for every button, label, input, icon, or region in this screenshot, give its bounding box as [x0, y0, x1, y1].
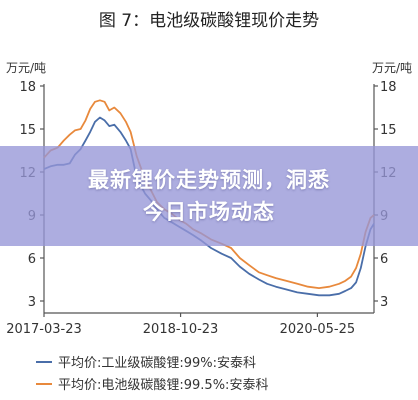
left-y-tick-label: 3 [28, 295, 36, 310]
right-y-tick-label: 18 [380, 80, 397, 95]
headline-banner: 最新锂价走势预测，洞悉 今日市场动态 [0, 146, 418, 246]
x-tick-label: 2020-05-25 [280, 322, 356, 337]
x-tick-label: 2017-03-23 [6, 322, 82, 337]
headline-line-2: 今日市场动态 [143, 200, 275, 224]
left-y-tick-label: 18 [19, 80, 36, 95]
right-y-tick-label: 15 [380, 123, 397, 138]
chart-title: 图 7：电池级碳酸锂现价走势 [99, 11, 319, 31]
left-y-tick-label: 15 [19, 123, 36, 138]
right-y-tick-label: 6 [380, 252, 388, 267]
x-tick-label: 2018-10-23 [143, 322, 219, 337]
legend-label-2: 平均价:电池级碳酸锂:99.5%:安泰科 [58, 378, 268, 393]
legend-label-1: 平均价:工业级碳酸锂:99%:安泰科 [58, 356, 256, 371]
right-y-tick-label: 3 [380, 295, 388, 310]
left-y-tick-label: 6 [28, 252, 36, 267]
headline-line-1: 最新锂价走势预测，洞悉 [88, 168, 330, 192]
x-ticks: 2017-03-23 2018-10-23 2020-05-25 [6, 313, 355, 337]
right-axis-unit: 万元/吨 [372, 61, 412, 75]
left-axis-unit: 万元/吨 [6, 61, 46, 75]
